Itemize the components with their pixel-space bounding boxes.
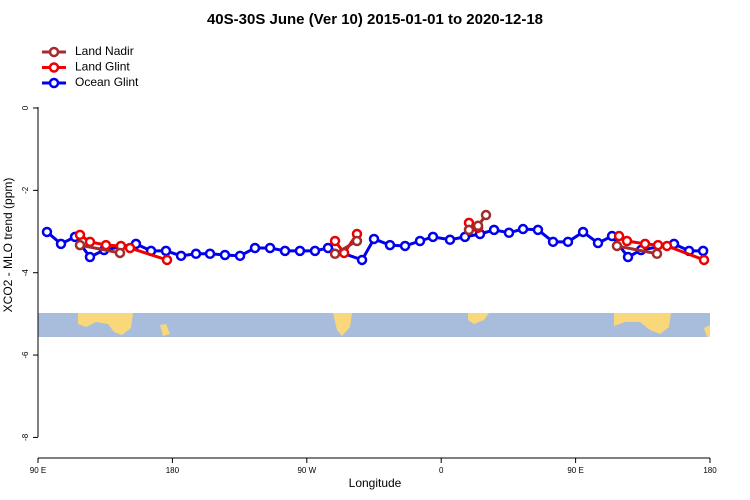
data-point <box>356 254 368 266</box>
data-point <box>661 240 673 252</box>
data-point <box>472 220 484 232</box>
legend-swatch <box>48 46 60 58</box>
data-point <box>160 245 172 257</box>
data-point <box>562 236 574 248</box>
x-tick-label: 180 <box>703 466 717 475</box>
y-axis-label: XCO2 - MLO trend (ppm) <box>1 178 15 313</box>
x-tick-label: 0 <box>439 466 444 475</box>
data-point <box>204 248 216 260</box>
data-point <box>264 242 276 254</box>
data-point <box>74 239 86 251</box>
chart-title: 40S-30S June (Ver 10) 2015-01-01 to 2020… <box>207 11 543 28</box>
data-point <box>399 240 411 252</box>
data-point <box>74 229 86 241</box>
y-tick-label: -8 <box>21 433 30 441</box>
x-tick-label: 90 E <box>567 466 583 475</box>
data-point <box>190 248 202 260</box>
legend-label: Land Nadir <box>75 44 134 58</box>
data-point <box>329 235 341 247</box>
data-point <box>414 235 426 247</box>
data-point <box>517 223 529 235</box>
map-strip <box>38 313 710 337</box>
data-point <box>249 242 261 254</box>
data-point <box>697 245 709 257</box>
x-tick-label: 180 <box>166 466 180 475</box>
data-point <box>368 233 380 245</box>
legend-label: Land Glint <box>75 60 130 74</box>
data-point <box>547 236 559 248</box>
legend-swatch <box>48 62 60 73</box>
x-tick-label: 90 E <box>30 466 46 475</box>
data-point <box>175 250 187 262</box>
data-point <box>427 231 439 243</box>
data-point <box>592 237 604 249</box>
data-point <box>294 245 306 257</box>
data-point <box>219 249 231 261</box>
data-point <box>639 238 651 250</box>
data-point <box>309 245 321 257</box>
data-point <box>480 209 492 221</box>
legend-swatch <box>48 77 60 89</box>
data-point <box>279 245 291 257</box>
data-point <box>444 234 456 246</box>
data-point <box>532 224 544 236</box>
data-point <box>613 230 625 242</box>
data-point <box>161 254 173 266</box>
data-point <box>124 242 136 254</box>
x-axis-label: Longitude <box>349 476 402 490</box>
data-point <box>234 250 246 262</box>
y-tick-label: -6 <box>21 351 30 359</box>
data-point <box>621 235 633 247</box>
data-point <box>698 254 710 266</box>
data-point <box>41 226 53 238</box>
series-line <box>45 227 704 262</box>
data-point <box>577 226 589 238</box>
data-point <box>488 224 500 236</box>
data-point <box>384 239 396 251</box>
data-point <box>55 238 67 250</box>
data-point <box>611 240 623 252</box>
data-point <box>652 239 664 251</box>
data-point <box>622 251 634 263</box>
data-point <box>322 242 334 254</box>
x-tick-label: 90 W <box>297 466 316 475</box>
series-line <box>79 214 658 256</box>
data-point <box>84 251 96 263</box>
data-point <box>100 239 112 251</box>
data-point <box>351 235 363 247</box>
y-tick-label: -4 <box>21 269 30 277</box>
data-point <box>84 236 96 248</box>
legend-label: Ocean Glint <box>75 75 139 89</box>
data-point <box>114 247 126 259</box>
y-tick-label: 0 <box>21 105 30 110</box>
data-point <box>463 224 475 236</box>
y-tick-label: -2 <box>21 186 30 194</box>
data-point <box>329 248 341 260</box>
data-point <box>503 227 515 239</box>
data-point <box>651 248 663 260</box>
